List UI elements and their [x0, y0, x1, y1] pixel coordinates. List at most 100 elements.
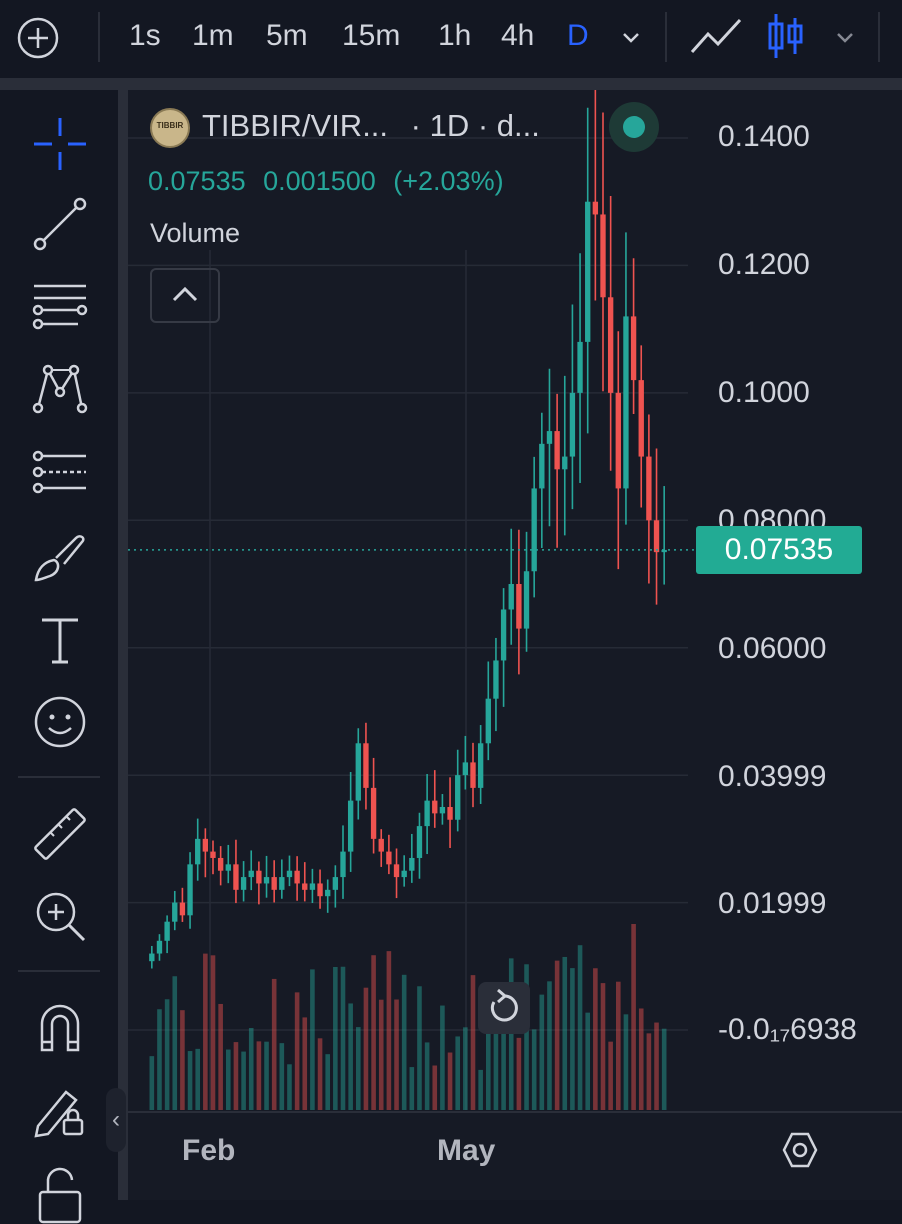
- reset-chart-button[interactable]: [478, 982, 530, 1034]
- fib-icon[interactable]: [30, 444, 90, 504]
- market-status[interactable]: [609, 102, 659, 152]
- volume-bar: [271, 978, 277, 1110]
- symbol-logo-text: TIBBIR: [156, 121, 184, 130]
- toolbar-divider: [18, 970, 100, 972]
- candle-body: [554, 431, 560, 470]
- candle-body: [156, 940, 163, 954]
- chevron-up-icon: [172, 286, 198, 302]
- volume-bar: [317, 1038, 323, 1110]
- volume-label[interactable]: Volume: [150, 218, 241, 248]
- volume-bar: [248, 1027, 254, 1110]
- candle-body: [523, 571, 530, 629]
- pattern-icon[interactable]: [30, 358, 90, 418]
- volume-bar: [501, 1015, 506, 1110]
- trend-line-icon[interactable]: [30, 194, 90, 254]
- chevron-down-icon[interactable]: [620, 26, 642, 48]
- drawing-toolbar: [0, 90, 118, 1224]
- symbol-logo: TIBBIR: [150, 108, 190, 148]
- volume-bar: [401, 974, 407, 1110]
- volume-bar: [264, 1041, 269, 1110]
- volume-bar: [531, 1029, 537, 1110]
- zoom-in-icon[interactable]: [30, 886, 90, 946]
- candle-body: [225, 864, 231, 871]
- volume-bar: [233, 1042, 239, 1110]
- volume-bar: [363, 987, 369, 1110]
- price-axis-label: 0.1000: [718, 376, 810, 409]
- candlestick-chart[interactable]: [128, 90, 902, 1200]
- candle-body: [646, 456, 652, 521]
- price-axis-label: 0.01999: [718, 887, 827, 920]
- volume-bar: [256, 1041, 262, 1110]
- legend-change: 0.001500: [263, 166, 376, 196]
- volume-bar: [195, 1048, 200, 1110]
- volume-bar: [164, 999, 170, 1110]
- emoji-icon[interactable]: [30, 692, 90, 752]
- timeframe-15m[interactable]: 15m: [342, 19, 401, 52]
- candle-body: [653, 520, 660, 553]
- volume-bar: [608, 1041, 613, 1110]
- collapse-toolbar-button[interactable]: ‹: [106, 1088, 126, 1152]
- volume-bar: [508, 958, 514, 1110]
- candle-body: [661, 549, 667, 553]
- symbol-name[interactable]: TIBBIR/VIR...: [202, 108, 389, 143]
- candle-body: [309, 883, 316, 890]
- add-symbol-icon[interactable]: [17, 17, 59, 59]
- volume-bar: [570, 968, 575, 1110]
- unlock-icon[interactable]: [30, 1164, 90, 1224]
- ruler-icon[interactable]: [30, 804, 90, 864]
- timeframe-5m[interactable]: 5m: [266, 19, 308, 52]
- volume-bar: [493, 1020, 499, 1110]
- candle-body: [409, 857, 415, 871]
- candle-body: [355, 743, 361, 801]
- symbol-details: · 1D · d...: [410, 108, 540, 143]
- text-icon[interactable]: [30, 610, 90, 670]
- line-chart-icon[interactable]: [690, 16, 742, 56]
- timeframe-4h[interactable]: 4h: [501, 19, 535, 52]
- volume-bar: [616, 981, 621, 1110]
- candle-body: [179, 902, 186, 916]
- settings-icon[interactable]: [780, 1130, 820, 1170]
- candlestick-icon[interactable]: [766, 12, 806, 60]
- candle-body: [347, 800, 354, 852]
- toolbar-divider: [878, 12, 880, 62]
- volume-bar: [577, 945, 583, 1110]
- toolbar-divider: [18, 776, 100, 778]
- volume-bar: [631, 923, 636, 1110]
- current-price-badge: 0.07535: [696, 526, 862, 574]
- candle-body: [210, 851, 216, 858]
- candle-body: [393, 864, 400, 878]
- magnet-icon[interactable]: [30, 998, 90, 1058]
- candle-body: [539, 443, 545, 489]
- candle-body: [600, 214, 606, 298]
- status-dot-icon: [623, 116, 645, 138]
- timeframe-1h[interactable]: 1h: [438, 19, 472, 52]
- candle-body: [607, 297, 614, 393]
- timeframe-1s[interactable]: 1s: [129, 19, 161, 52]
- volume-bar: [654, 1022, 659, 1110]
- candle-body: [577, 341, 583, 393]
- candle-body: [279, 877, 285, 890]
- timeframe-d[interactable]: D: [567, 19, 589, 52]
- legend-title[interactable]: TIBBIR/VIR... · 1D · d...: [202, 108, 540, 144]
- crosshair-icon[interactable]: [30, 114, 90, 174]
- candle-body: [562, 456, 568, 470]
- time-axis-label: May: [437, 1134, 496, 1167]
- brush-icon[interactable]: [30, 528, 90, 588]
- candle-body: [592, 201, 599, 215]
- timeframe-1m[interactable]: 1m: [192, 19, 234, 52]
- candle-body: [585, 201, 591, 342]
- candle-body: [623, 316, 629, 489]
- candle-body: [432, 800, 438, 814]
- volume-bar: [562, 956, 568, 1110]
- candle-body: [317, 883, 323, 897]
- chevron-down-icon[interactable]: [834, 26, 856, 48]
- chart-pane[interactable]: TIBBIR TIBBIR/VIR... · 1D · d... 0.07535…: [128, 90, 902, 1200]
- candle-body: [386, 851, 392, 865]
- lock-drawing-icon[interactable]: [30, 1080, 90, 1140]
- collapse-legend-button[interactable]: [150, 268, 220, 323]
- volume-bar: [539, 994, 545, 1110]
- candle-body: [195, 838, 201, 865]
- volume-bar: [524, 964, 529, 1110]
- volume-bar: [463, 1027, 468, 1110]
- horizontal-lines-icon[interactable]: [30, 276, 90, 336]
